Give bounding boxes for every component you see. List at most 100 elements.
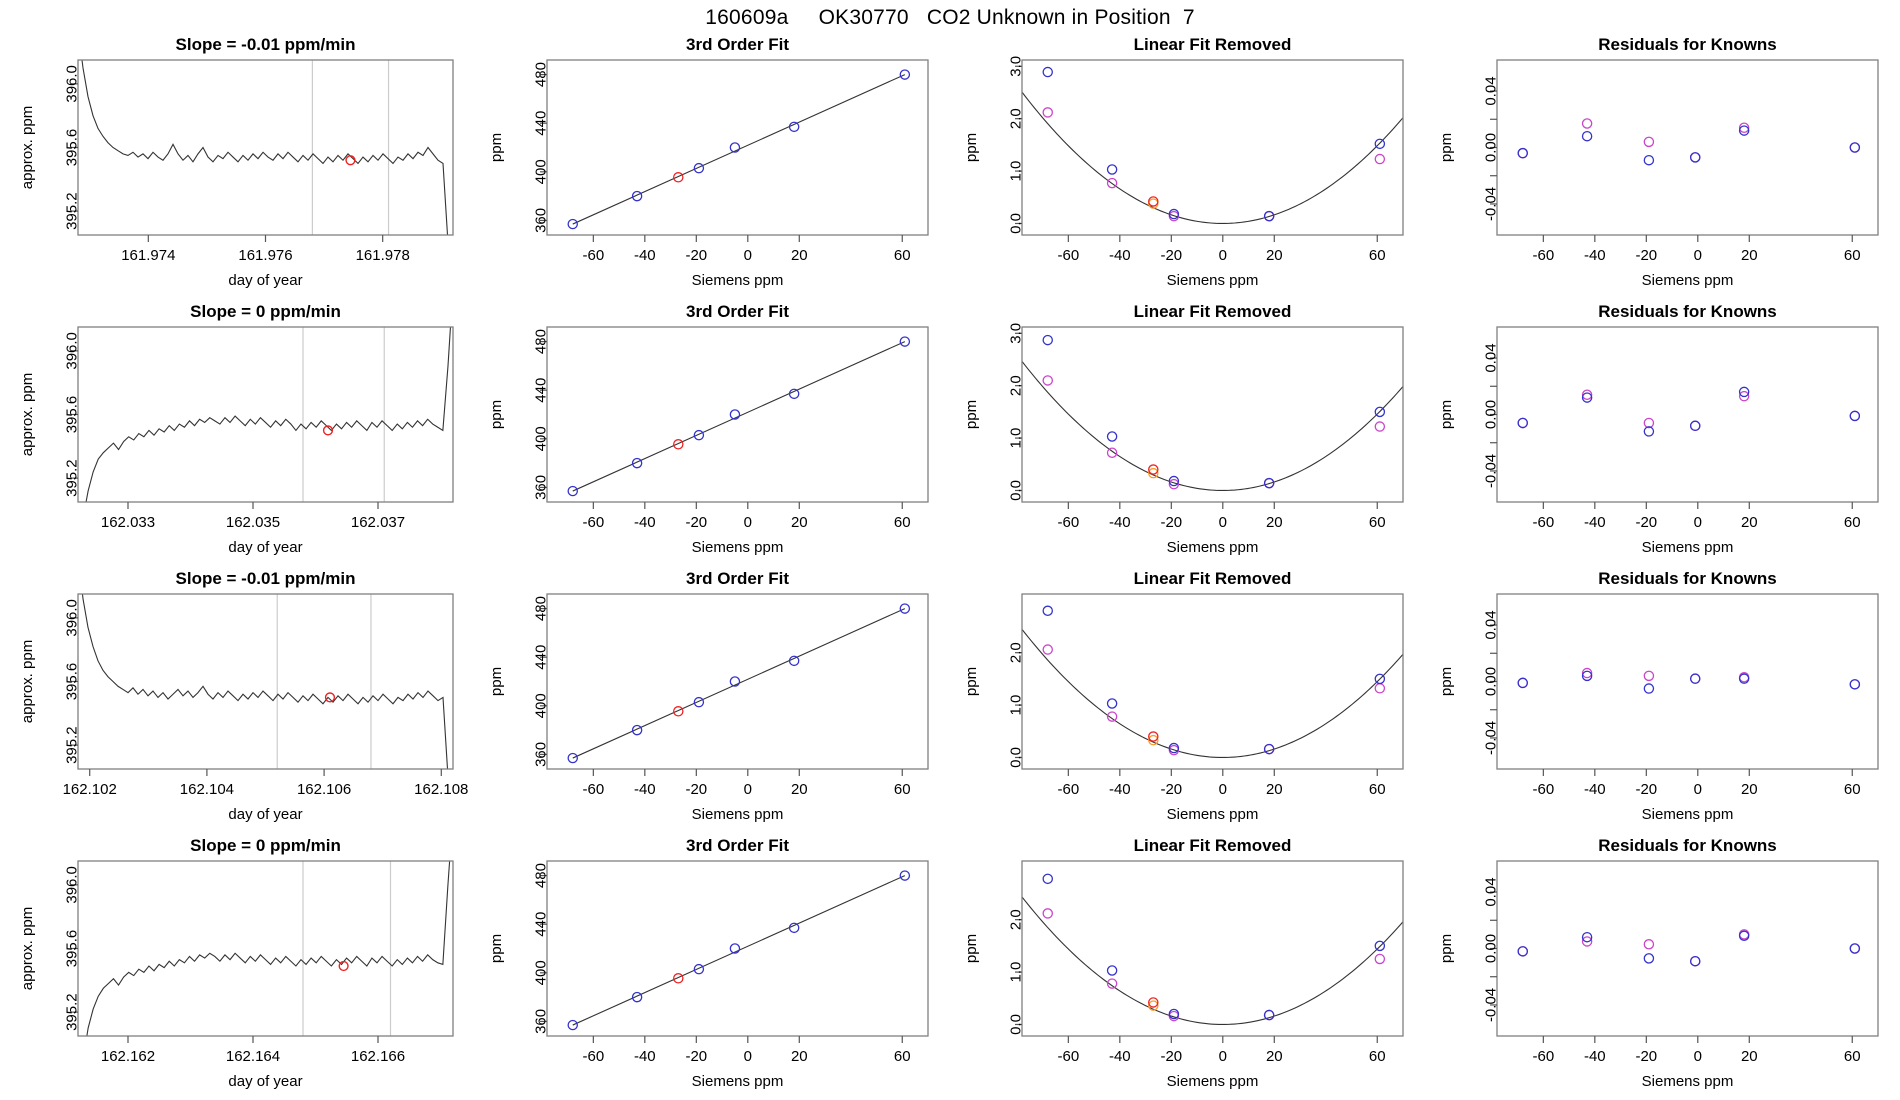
panel-row1-resid: -60 -40 -20 0 20 60 -0.04 0.00 0.04 Residuals for…	[1425, 30, 1900, 297]
panel-row4-resid: -60 -40 -20 0 20 60 -0.04 0.00 0.04 Residuals for…	[1425, 831, 1900, 1098]
svg-text:Siemens ppm: Siemens ppm	[1167, 1073, 1259, 1090]
svg-text:60: 60	[894, 514, 911, 531]
svg-text:Siemens ppm: Siemens ppm	[1167, 539, 1259, 556]
svg-text:-60: -60	[1532, 1048, 1554, 1065]
svg-text:162.035: 162.035	[226, 514, 280, 531]
svg-text:Residuals for Knowns: Residuals for Knowns	[1598, 569, 1777, 588]
svg-text:20: 20	[1266, 1048, 1283, 1065]
svg-text:3rd Order Fit: 3rd Order Fit	[686, 302, 789, 321]
svg-text:3.0: 3.0	[1007, 323, 1024, 344]
svg-text:-60: -60	[1057, 781, 1079, 798]
svg-text:-40: -40	[1584, 247, 1606, 264]
svg-text:480: 480	[532, 329, 549, 354]
svg-text:Slope = -0.01 ppm/min: Slope = -0.01 ppm/min	[176, 569, 356, 588]
svg-text:-20: -20	[1635, 781, 1657, 798]
svg-text:162.033: 162.033	[101, 514, 155, 531]
svg-text:395.6: 395.6	[63, 396, 80, 434]
panel-row3-linear: -60 -40 -20 0 20 60 0.0 1.0 2.0 Linear Fit Remove…	[950, 564, 1425, 831]
svg-text:ppm: ppm	[1438, 400, 1455, 429]
svg-text:162.108: 162.108	[414, 781, 468, 798]
svg-text:360: 360	[532, 475, 549, 500]
svg-text:ppm: ppm	[488, 934, 505, 963]
svg-text:395.6: 395.6	[63, 129, 80, 167]
svg-text:2.0: 2.0	[1007, 909, 1024, 930]
svg-text:395.2: 395.2	[63, 726, 80, 764]
svg-text:ppm: ppm	[1438, 934, 1455, 963]
svg-text:-60: -60	[582, 1048, 604, 1065]
svg-text:-0.04: -0.04	[1482, 721, 1499, 755]
svg-text:Slope = 0 ppm/min: Slope = 0 ppm/min	[190, 302, 341, 321]
panel-row4-timeseries: 162.162 162.164 162.166 395.2 395.6 396.0 Slop…	[0, 831, 475, 1098]
svg-text:-60: -60	[1532, 514, 1554, 531]
panel-row4-linear: -60 -40 -20 0 20 60 0.0 1.0 2.0 Linear Fit Remove…	[950, 831, 1425, 1098]
svg-text:Siemens ppm: Siemens ppm	[692, 806, 784, 823]
svg-text:-0.04: -0.04	[1482, 187, 1499, 221]
svg-text:395.6: 395.6	[63, 930, 80, 968]
svg-text:0.00: 0.00	[1482, 133, 1499, 162]
svg-text:Linear Fit Removed: Linear Fit Removed	[1134, 836, 1292, 855]
svg-text:400: 400	[532, 426, 549, 451]
svg-text:approx. ppm: approx. ppm	[19, 907, 36, 990]
panel-row3-fit: -60 -40 -20 0 20 60 360 400 440 480 3rd Order Fit S…	[475, 564, 950, 831]
svg-text:60: 60	[1844, 247, 1861, 264]
svg-text:Residuals for Knowns: Residuals for Knowns	[1598, 836, 1777, 855]
svg-text:440: 440	[532, 378, 549, 403]
svg-text:Siemens ppm: Siemens ppm	[1167, 806, 1259, 823]
svg-text:Residuals for Knowns: Residuals for Knowns	[1598, 35, 1777, 54]
svg-text:396.0: 396.0	[63, 866, 80, 904]
svg-text:360: 360	[532, 208, 549, 233]
svg-text:360: 360	[532, 742, 549, 767]
svg-text:-20: -20	[685, 247, 707, 264]
svg-text:Siemens ppm: Siemens ppm	[1167, 272, 1259, 289]
panel-row1-fit: -60 -40 -20 0 20 60 360 400 440 480 3rd Order Fit S…	[475, 30, 950, 297]
svg-text:Slope = -0.01 ppm/min: Slope = -0.01 ppm/min	[176, 35, 356, 54]
svg-text:ppm: ppm	[963, 400, 980, 429]
svg-text:480: 480	[532, 62, 549, 87]
svg-text:395.2: 395.2	[63, 993, 80, 1031]
svg-text:Siemens ppm: Siemens ppm	[1642, 539, 1734, 556]
svg-text:0: 0	[1694, 1048, 1702, 1065]
svg-text:-40: -40	[634, 514, 656, 531]
svg-text:-60: -60	[1057, 1048, 1079, 1065]
svg-text:60: 60	[1844, 1048, 1861, 1065]
svg-text:0.0: 0.0	[1007, 213, 1024, 234]
svg-text:60: 60	[1369, 514, 1386, 531]
svg-text:1.0: 1.0	[1007, 428, 1024, 449]
svg-text:approx. ppm: approx. ppm	[19, 640, 36, 723]
svg-text:Siemens ppm: Siemens ppm	[692, 272, 784, 289]
panel-row1-timeseries: 161.974 161.976 161.978 395.2 395.6 396.0 Slop…	[0, 30, 475, 297]
svg-text:400: 400	[532, 693, 549, 718]
svg-text:480: 480	[532, 596, 549, 621]
svg-text:-20: -20	[1635, 1048, 1657, 1065]
svg-text:-20: -20	[1635, 514, 1657, 531]
svg-text:-20: -20	[1160, 514, 1182, 531]
svg-text:480: 480	[532, 863, 549, 888]
svg-text:0.04: 0.04	[1482, 343, 1499, 372]
panel-row3-resid: -60 -40 -20 0 20 60 -0.04 0.00 0.04 Residuals for…	[1425, 564, 1900, 831]
svg-text:360: 360	[532, 1009, 549, 1034]
svg-text:0.00: 0.00	[1482, 934, 1499, 963]
svg-text:395.2: 395.2	[63, 192, 80, 230]
panel-row4-fit: -60 -40 -20 0 20 60 360 400 440 480 3rd Order Fit S…	[475, 831, 950, 1098]
svg-text:162.164: 162.164	[226, 1048, 280, 1065]
svg-text:ppm: ppm	[488, 667, 505, 696]
svg-text:161.974: 161.974	[121, 247, 175, 264]
svg-text:20: 20	[1266, 247, 1283, 264]
svg-text:161.978: 161.978	[356, 247, 410, 264]
svg-text:0: 0	[1219, 781, 1227, 798]
svg-text:-20: -20	[685, 1048, 707, 1065]
svg-text:Siemens ppm: Siemens ppm	[1642, 272, 1734, 289]
svg-text:-20: -20	[1635, 247, 1657, 264]
svg-text:162.104: 162.104	[180, 781, 234, 798]
svg-text:440: 440	[532, 645, 549, 670]
svg-text:0.0: 0.0	[1007, 480, 1024, 501]
svg-text:60: 60	[1369, 1048, 1386, 1065]
svg-text:approx. ppm: approx. ppm	[19, 373, 36, 456]
svg-text:60: 60	[1369, 247, 1386, 264]
svg-text:ppm: ppm	[488, 133, 505, 162]
svg-text:0: 0	[744, 247, 752, 264]
svg-text:Linear Fit Removed: Linear Fit Removed	[1134, 569, 1292, 588]
panel-row3-timeseries: 162.102 162.104 162.106 162.108 395.2 395.6 39…	[0, 564, 475, 831]
svg-text:0.0: 0.0	[1007, 747, 1024, 768]
svg-text:Linear Fit Removed: Linear Fit Removed	[1134, 302, 1292, 321]
